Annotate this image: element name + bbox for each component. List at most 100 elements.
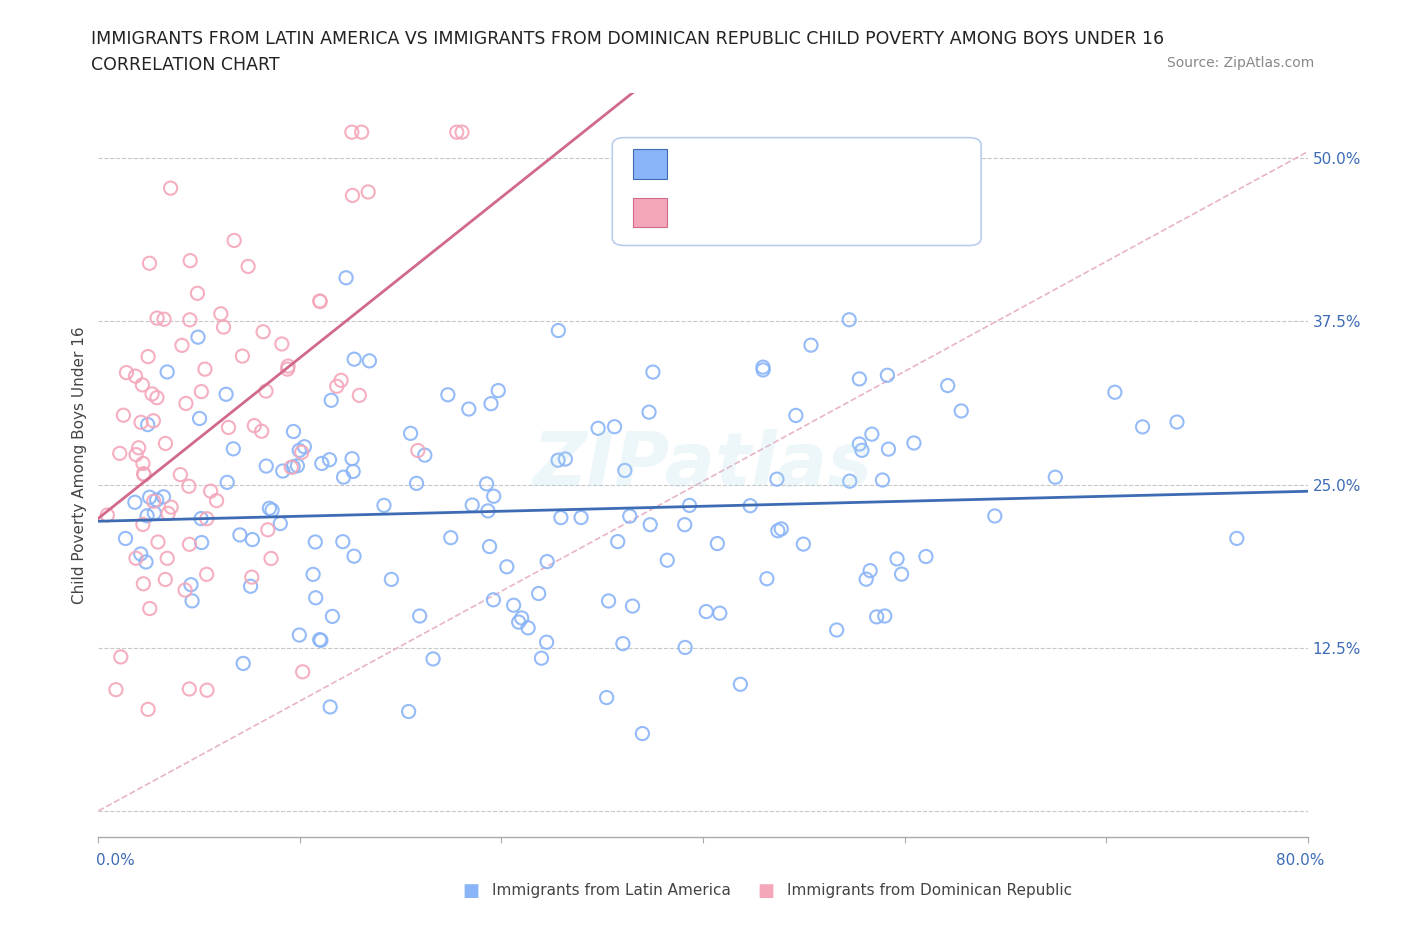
Point [936,379,959,393]
Point [156,365,179,379]
Point [876,368,898,383]
Point [825,622,848,637]
Point [188,411,211,426]
Point [160,499,183,514]
Point [595,690,617,705]
Point [129,547,152,562]
Point [457,402,479,417]
Point [170,338,193,352]
Point [269,516,291,531]
Point [482,592,505,607]
Text: Immigrants from Latin America: Immigrants from Latin America [492,884,731,898]
Point [752,360,775,375]
Point [631,726,654,741]
Point [256,523,278,538]
Point [187,330,209,345]
Point [195,512,218,526]
Point [340,125,363,140]
Point [398,704,420,719]
Point [218,420,240,435]
Point [740,498,762,513]
Point [527,586,550,601]
Point [792,537,814,551]
Text: ZIPatlas: ZIPatlas [533,429,873,501]
Point [125,551,148,565]
Point [232,656,254,671]
Point [169,467,191,482]
Point [495,559,517,574]
Point [155,572,177,587]
Text: R = 0.354   N =  82: R = 0.354 N = 82 [637,206,839,225]
Bar [633,150,666,179]
Point [156,551,179,565]
Point [132,456,155,471]
Point [308,294,330,309]
Point [755,571,778,586]
Point [180,578,202,592]
Text: ■: ■ [758,882,775,900]
Point [408,608,430,623]
Point [984,509,1007,524]
Point [321,392,343,407]
Point [508,615,530,630]
Point [136,349,159,364]
Point [886,551,908,566]
Point [177,479,200,494]
Point [536,554,558,569]
Point [280,459,302,474]
Point [194,362,217,377]
Point [129,415,152,430]
Point [330,373,353,388]
Point [343,352,366,366]
Point [305,591,328,605]
Point [174,582,197,597]
Point [766,524,789,538]
Point [877,442,900,457]
Point [569,511,592,525]
Point [146,391,169,405]
Point [678,498,700,512]
Point [179,537,201,551]
Text: Immigrants from Dominican Republic: Immigrants from Dominican Republic [787,884,1073,898]
Point [222,442,245,457]
Point [141,387,163,402]
Point [254,384,277,399]
Point [657,552,679,567]
Point [142,494,165,509]
Point [349,388,371,403]
Point [335,271,357,286]
Point [132,466,155,481]
Point [153,312,176,326]
Point [706,536,728,551]
Point [342,464,364,479]
Point [586,421,609,436]
Point [638,517,661,532]
Point [550,511,572,525]
Point [440,530,463,545]
Point [114,531,136,546]
Point [606,534,628,549]
Point [212,320,235,335]
Point [486,383,509,398]
Point [205,493,228,508]
Point [873,608,896,623]
Point [357,184,380,199]
Point [350,125,373,140]
Point [179,253,201,268]
Point [288,443,311,458]
Point [131,378,153,392]
Point [242,532,264,547]
Point [673,640,696,655]
Point [326,379,349,393]
Point [547,453,569,468]
Point [343,549,366,564]
Point [613,463,636,478]
Point [848,371,870,386]
Point [190,512,212,526]
Point [332,534,354,549]
Point [174,396,197,411]
Point [252,325,274,339]
Point [283,424,305,439]
Point [239,578,262,593]
Point [124,495,146,510]
